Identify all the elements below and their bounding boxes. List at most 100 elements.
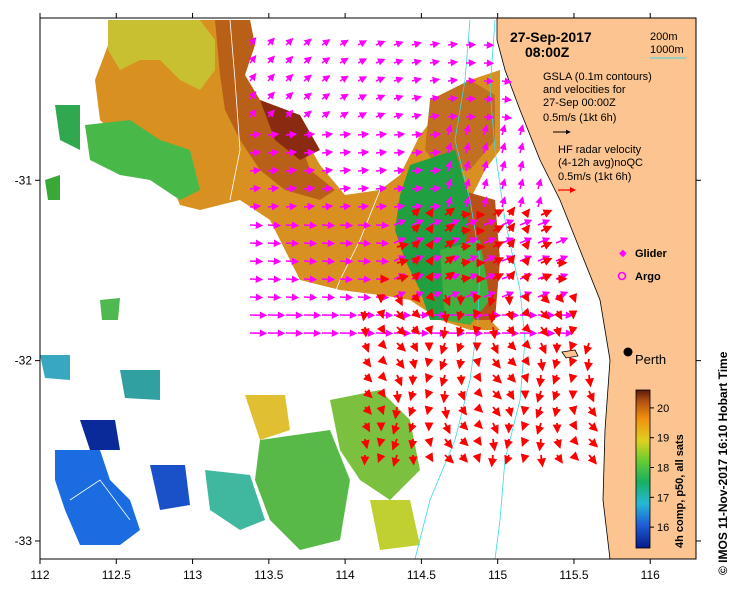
- gsla-vector: [481, 178, 489, 190]
- hf-vector: [537, 454, 546, 468]
- hf-vector: [552, 390, 561, 401]
- gsla-vector: [537, 237, 551, 245]
- gsla-vector: [321, 75, 331, 83]
- colorbar-tick-label: 17: [657, 492, 669, 504]
- hf-vector: [424, 255, 434, 266]
- gsla-vector: [429, 202, 442, 211]
- gsla-vector: [303, 257, 318, 266]
- hf-vector: [411, 308, 421, 319]
- hf-vector: [424, 373, 434, 384]
- hf-vector: [472, 325, 482, 336]
- gsla-vector: [357, 76, 368, 84]
- x-tick-label: 112.5: [102, 568, 131, 582]
- hf-vector: [568, 373, 578, 384]
- hf-vector: [540, 273, 553, 282]
- hf-vector: [459, 436, 469, 447]
- hf-vector: [408, 390, 417, 402]
- gsla-vector: [303, 38, 312, 47]
- hf-vector: [535, 406, 544, 419]
- sst-patch-small1: [45, 175, 60, 200]
- hf-vector: [521, 256, 531, 267]
- hf-vector: [490, 422, 499, 435]
- gsla-vector: [339, 111, 349, 119]
- gsla-vector: [339, 93, 349, 101]
- gsla-vector: [339, 166, 352, 175]
- hf-vector: [535, 422, 545, 435]
- hf-vector: [362, 372, 373, 383]
- hf-vector: [552, 326, 562, 338]
- hf-vector: [521, 339, 531, 350]
- gsla-vector: [463, 196, 471, 208]
- hf-vector: [587, 406, 597, 417]
- y-tick-label: -33: [15, 534, 33, 548]
- sst-patch-green-w: [55, 105, 80, 150]
- x-tick-label: 115.5: [559, 568, 588, 582]
- hf-vector: [376, 309, 386, 320]
- gsla-vector: [321, 293, 336, 302]
- gsla-vector: [249, 293, 264, 302]
- gsla-vector: [249, 130, 262, 139]
- hf-vector: [472, 293, 482, 304]
- gsla-contour: [229, 19, 241, 201]
- gsla-vector: [339, 148, 352, 157]
- hf-vector: [540, 257, 553, 266]
- gsla-vector: [481, 160, 489, 172]
- hf-vector: [535, 390, 545, 403]
- gsla-vector: [321, 166, 334, 175]
- gsla-vector: [465, 219, 479, 227]
- gsla-vector: [357, 257, 372, 266]
- gsla-vector: [429, 148, 442, 157]
- hf-vector: [360, 310, 370, 322]
- gsla-vector: [501, 77, 513, 86]
- gsla-vector: [285, 166, 298, 175]
- hf-vector: [444, 255, 456, 265]
- hf-vector: [506, 340, 517, 351]
- gsla-vector: [517, 178, 525, 190]
- hf-vector: [442, 294, 451, 307]
- hf-vector: [456, 358, 466, 370]
- gsla-vector: [499, 160, 507, 172]
- hf-vector: [362, 405, 372, 415]
- hf-vector: [492, 374, 502, 384]
- y-tick-label: -32: [15, 354, 33, 368]
- hf-vector: [506, 270, 516, 281]
- gsla-legend-line1: GSLA (0.1m contours): [543, 71, 652, 83]
- hf-vector: [492, 390, 502, 400]
- hf-vector: [392, 406, 401, 420]
- contour-1000m: [414, 19, 481, 559]
- hf-vector: [360, 454, 370, 466]
- hf-vector: [540, 241, 553, 250]
- gsla-vector: [303, 184, 316, 193]
- hf-vector: [540, 209, 553, 218]
- gsla-vector: [357, 58, 368, 66]
- hf-vector: [441, 406, 451, 420]
- hf-vector: [472, 308, 482, 319]
- gsla-vector: [285, 221, 300, 230]
- depth-legend-1000m: 1000m: [650, 44, 684, 56]
- gsla-vector: [393, 58, 404, 66]
- gsla-vector: [537, 219, 551, 227]
- gsla-vector: [481, 142, 489, 154]
- gsla-vector: [411, 130, 424, 139]
- gsla-vector: [429, 112, 441, 121]
- gsla-vector: [321, 221, 336, 230]
- gsla-vector: [303, 148, 316, 157]
- gsla-vector: [267, 239, 282, 248]
- gsla-vector: [375, 257, 390, 266]
- hf-vector: [521, 323, 532, 333]
- gsla-vector: [483, 255, 497, 263]
- gsla-vector: [267, 202, 280, 211]
- hf-vector: [392, 390, 402, 404]
- hf-vector: [424, 437, 434, 448]
- hf-vector: [506, 222, 516, 233]
- gsla-vector: [375, 76, 386, 84]
- gsla-vector: [267, 73, 275, 82]
- gsla-vector: [499, 124, 507, 136]
- hf-vector: [540, 225, 553, 234]
- gsla-vector: [375, 130, 388, 139]
- y-tick-label: -31: [15, 173, 33, 187]
- sst-patch-teal2: [120, 370, 160, 400]
- gsla-vector: [249, 257, 264, 266]
- hf-vector: [408, 422, 417, 433]
